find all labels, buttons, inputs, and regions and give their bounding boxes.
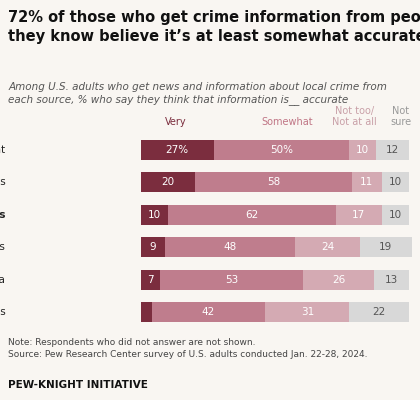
Bar [295, 237, 360, 257]
Bar [303, 270, 374, 290]
Text: 42: 42 [202, 307, 215, 317]
Text: Not
sure: Not sure [390, 106, 411, 127]
Text: 19: 19 [379, 242, 392, 252]
Text: 10: 10 [356, 145, 370, 155]
Bar [152, 302, 265, 322]
Text: 20: 20 [161, 177, 174, 187]
Text: Local law enforcement: Local law enforcement [0, 145, 5, 155]
Text: 53: 53 [225, 275, 238, 285]
Text: 9: 9 [150, 242, 156, 252]
Text: Locally focused apps: Locally focused apps [0, 242, 5, 252]
Text: 62: 62 [245, 210, 258, 220]
Bar [141, 237, 165, 257]
Text: 24: 24 [321, 242, 334, 252]
Text: 10: 10 [389, 177, 402, 187]
Text: 10: 10 [389, 210, 402, 220]
Bar [352, 172, 382, 192]
Bar [168, 205, 336, 225]
Text: Local politicians: Local politicians [0, 307, 5, 317]
Text: 13: 13 [385, 275, 398, 285]
Text: 7: 7 [147, 275, 153, 285]
Bar [360, 237, 412, 257]
Bar [336, 205, 382, 225]
Text: Not too/
Not at all: Not too/ Not at all [332, 106, 377, 127]
Text: PEW-KNIGHT INITIATIVE: PEW-KNIGHT INITIATIVE [8, 380, 148, 390]
Bar [165, 237, 295, 257]
Text: 27%: 27% [166, 145, 189, 155]
Bar [141, 172, 195, 192]
Text: 58: 58 [267, 177, 280, 187]
Text: Very: Very [165, 117, 187, 127]
Bar [160, 270, 303, 290]
Bar [382, 205, 409, 225]
Text: 10: 10 [148, 210, 161, 220]
Bar [349, 302, 409, 322]
Text: 22: 22 [373, 307, 386, 317]
Bar [141, 270, 160, 290]
Text: 11: 11 [360, 177, 373, 187]
Text: 48: 48 [223, 242, 237, 252]
Bar [195, 172, 352, 192]
Bar [141, 140, 214, 160]
Bar [141, 302, 152, 322]
Bar [374, 270, 409, 290]
Text: 26: 26 [332, 275, 345, 285]
Text: Somewhat: Somewhat [261, 117, 313, 127]
Text: 50%: 50% [270, 145, 293, 155]
Bar [265, 302, 349, 322]
Text: Friends, family, neighbors: Friends, family, neighbors [0, 210, 5, 220]
Text: 17: 17 [352, 210, 365, 220]
Text: Social media: Social media [0, 275, 5, 285]
Text: Note: Respondents who did not answer are not shown.
Source: Pew Research Center : Note: Respondents who did not answer are… [8, 338, 368, 359]
Bar [349, 140, 376, 160]
Text: 72% of those who get crime information from people
they know believe it’s at lea: 72% of those who get crime information f… [8, 10, 420, 44]
Text: Local news outlets: Local news outlets [0, 177, 5, 187]
Bar [376, 140, 409, 160]
Bar [382, 172, 409, 192]
Bar [214, 140, 349, 160]
Text: 12: 12 [386, 145, 399, 155]
Text: Among U.S. adults who get news and information about local crime from
each sourc: Among U.S. adults who get news and infor… [8, 82, 387, 105]
Text: 31: 31 [301, 307, 314, 317]
Bar [141, 205, 168, 225]
